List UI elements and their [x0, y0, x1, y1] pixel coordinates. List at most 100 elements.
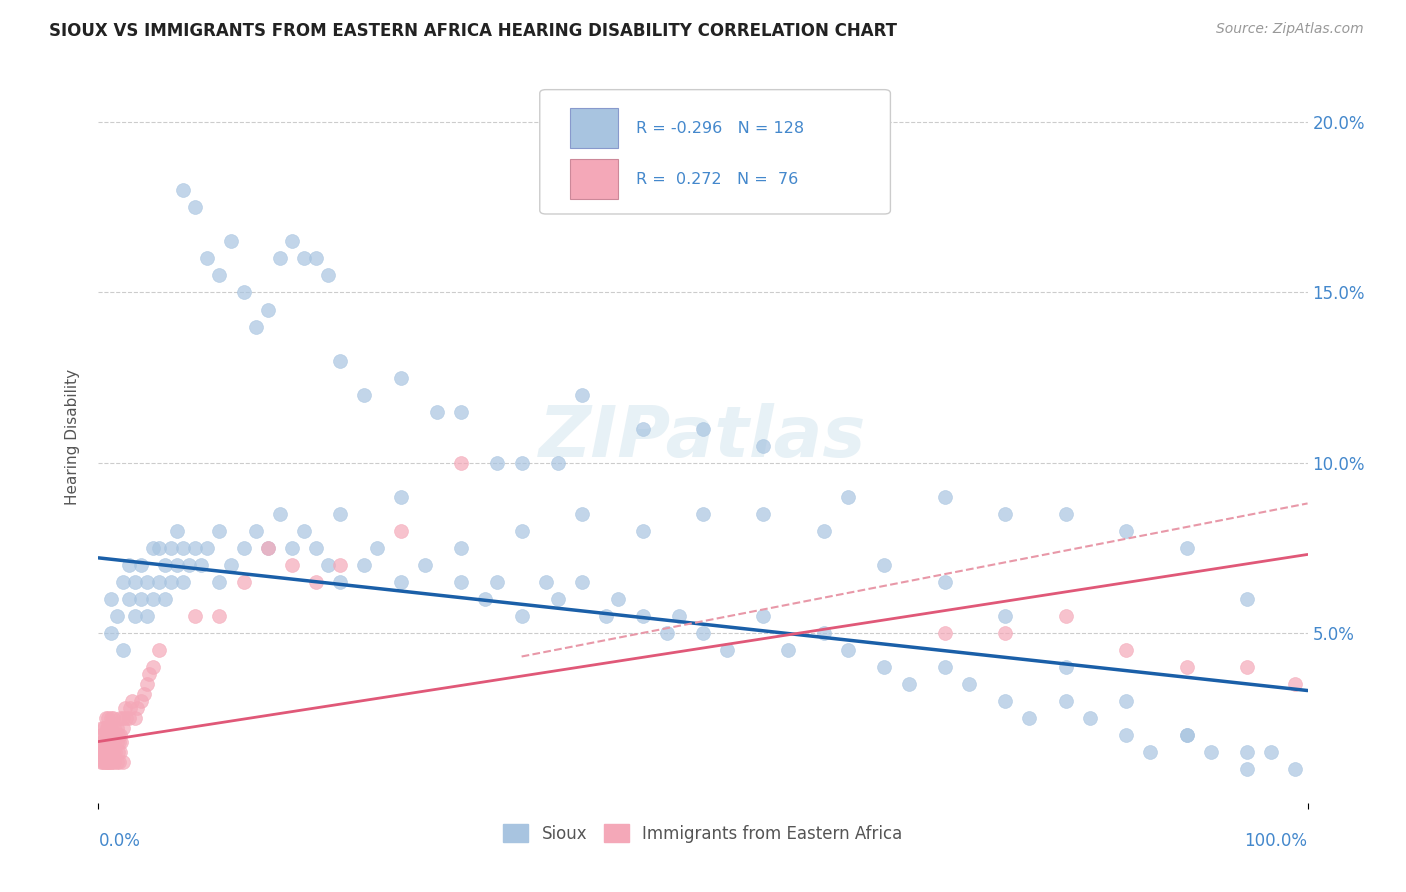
Point	[105, 721, 128, 735]
Point	[138, 666, 160, 681]
Point	[547, 456, 569, 470]
Point	[93, 755, 115, 769]
Text: R =  0.272   N =  76: R = 0.272 N = 76	[637, 172, 799, 187]
Point	[1284, 762, 1306, 776]
Point	[571, 387, 593, 401]
Point	[534, 574, 557, 589]
Point	[111, 721, 134, 735]
Point	[190, 558, 212, 572]
Point	[256, 302, 278, 317]
FancyBboxPatch shape	[569, 108, 619, 148]
Point	[160, 574, 183, 589]
Point	[93, 745, 115, 759]
Point	[100, 721, 122, 735]
Point	[101, 728, 124, 742]
Point	[129, 591, 152, 606]
Point	[208, 524, 231, 538]
Point	[115, 711, 138, 725]
Point	[118, 591, 141, 606]
Point	[1115, 642, 1137, 657]
Point	[232, 285, 254, 300]
Point	[232, 574, 254, 589]
Point	[91, 755, 114, 769]
Point	[1175, 541, 1198, 555]
Point	[142, 659, 165, 673]
Point	[96, 745, 118, 759]
Point	[208, 608, 231, 623]
Point	[98, 721, 121, 735]
Point	[631, 608, 654, 623]
Point	[166, 524, 188, 538]
Point	[934, 574, 956, 589]
Point	[474, 591, 496, 606]
Point	[108, 711, 131, 725]
Text: R = -0.296   N = 128: R = -0.296 N = 128	[637, 121, 804, 136]
Point	[316, 268, 339, 283]
Point	[104, 745, 127, 759]
Point	[752, 439, 775, 453]
Point	[837, 642, 859, 657]
Point	[208, 268, 231, 283]
Point	[1175, 659, 1198, 673]
Point	[118, 700, 141, 714]
Point	[101, 745, 124, 759]
Point	[100, 755, 122, 769]
Point	[166, 558, 188, 572]
Legend: Sioux, Immigrants from Eastern Africa: Sioux, Immigrants from Eastern Africa	[496, 818, 910, 849]
Point	[692, 625, 714, 640]
Point	[100, 745, 122, 759]
Point	[389, 370, 412, 384]
Point	[221, 558, 243, 572]
Point	[1054, 694, 1077, 708]
Point	[1175, 728, 1198, 742]
Text: Source: ZipAtlas.com: Source: ZipAtlas.com	[1216, 22, 1364, 37]
Point	[108, 755, 131, 769]
Point	[450, 404, 472, 418]
Point	[329, 558, 352, 572]
Point	[91, 738, 114, 752]
Point	[97, 721, 120, 735]
Point	[121, 694, 143, 708]
Point	[100, 591, 122, 606]
Point	[91, 745, 114, 759]
Point	[94, 728, 117, 742]
Point	[547, 591, 569, 606]
Point	[994, 507, 1017, 521]
Point	[127, 700, 149, 714]
Point	[692, 421, 714, 435]
Text: SIOUX VS IMMIGRANTS FROM EASTERN AFRICA HEARING DISABILITY CORRELATION CHART: SIOUX VS IMMIGRANTS FROM EASTERN AFRICA …	[49, 22, 897, 40]
Point	[98, 745, 121, 759]
Point	[631, 421, 654, 435]
Point	[221, 235, 243, 249]
Point	[994, 694, 1017, 708]
Point	[135, 608, 157, 623]
Point	[172, 541, 194, 555]
Point	[118, 558, 141, 572]
Y-axis label: Hearing Disability: Hearing Disability	[65, 369, 80, 505]
Point	[897, 677, 920, 691]
Point	[96, 755, 118, 769]
Point	[692, 507, 714, 521]
Point	[1175, 728, 1198, 742]
Point	[153, 591, 176, 606]
Point	[148, 574, 170, 589]
Point	[103, 734, 125, 748]
Point	[256, 541, 278, 555]
Point	[184, 608, 207, 623]
Point	[305, 541, 328, 555]
Point	[105, 755, 128, 769]
Point	[124, 608, 146, 623]
Point	[486, 456, 509, 470]
Point	[96, 721, 118, 735]
Point	[135, 574, 157, 589]
Point	[1236, 659, 1258, 673]
Point	[100, 728, 122, 742]
Point	[97, 711, 120, 725]
Point	[111, 642, 134, 657]
Point	[305, 252, 328, 266]
Point	[595, 608, 617, 623]
Point	[450, 541, 472, 555]
Point	[1236, 762, 1258, 776]
Point	[994, 625, 1017, 640]
Point	[104, 728, 127, 742]
